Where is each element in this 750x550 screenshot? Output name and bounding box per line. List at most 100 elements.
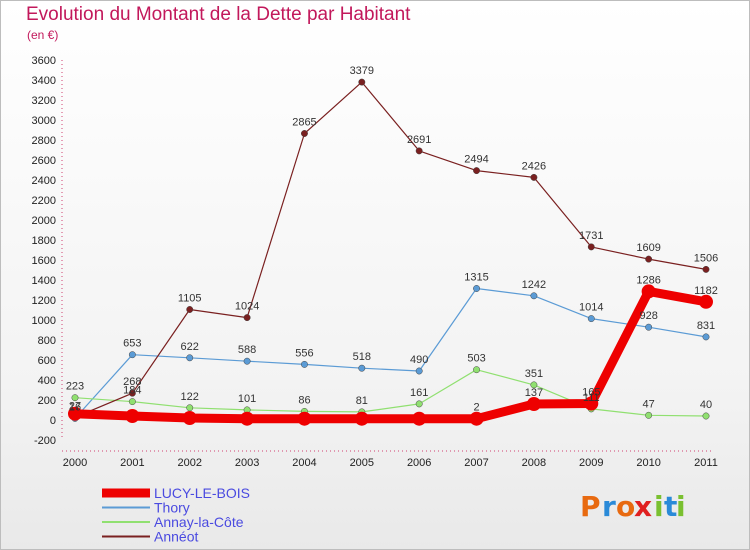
data-point <box>699 294 713 309</box>
y-tick-label: 2400 <box>32 175 56 187</box>
axes: -200 0 200 400 600 800 1000 1200 1400 1600 1800 200… <box>32 55 718 469</box>
y-tick-label: 400 <box>38 375 56 387</box>
data-point <box>587 243 595 251</box>
y-tick-label: 2600 <box>32 155 56 167</box>
y-tick-label: 200 <box>38 395 56 407</box>
logo-letter: P <box>580 490 601 523</box>
x-tick-label: 2001 <box>120 457 144 469</box>
x-tick-label: 2003 <box>235 457 259 469</box>
data-point <box>125 409 140 423</box>
data-label: 490 <box>410 354 428 366</box>
data-label: 556 <box>295 347 313 359</box>
data-label: 928 <box>639 310 657 322</box>
data-point <box>186 306 194 313</box>
data-point <box>128 351 136 359</box>
data-point <box>645 411 653 419</box>
data-point <box>354 411 369 426</box>
data-label: 1014 <box>579 302 603 314</box>
series-line <box>74 81 707 418</box>
data-label: 1105 <box>178 293 202 305</box>
y-tick-label: 800 <box>38 335 56 347</box>
data-label: 47 <box>643 398 655 410</box>
x-tick-label: 2010 <box>636 457 660 469</box>
data-label: 2426 <box>522 160 546 172</box>
data-point <box>645 323 653 331</box>
y-tick-label: 3000 <box>32 115 56 127</box>
y-tick-label: 1200 <box>32 295 56 307</box>
y-tick-label: 1600 <box>32 255 56 267</box>
x-tick-label: 2000 <box>63 457 87 469</box>
data-point <box>584 396 599 411</box>
logo-letter: o <box>616 490 635 523</box>
data-point <box>469 411 484 426</box>
y-tick-label: 2200 <box>32 195 56 207</box>
logo-letter: r <box>602 490 616 523</box>
logo-letter: t <box>664 490 677 523</box>
data-label: 223 <box>66 381 84 393</box>
data-point <box>702 412 710 420</box>
data-label: 101 <box>238 393 256 405</box>
data-point <box>641 284 656 299</box>
data-point <box>297 411 312 426</box>
data-point <box>240 411 255 426</box>
legend-label: Annéot <box>154 529 198 545</box>
data-point <box>473 167 480 175</box>
data-point <box>530 173 538 181</box>
data-label: 622 <box>181 341 199 353</box>
data-point <box>473 366 480 374</box>
data-label: 1731 <box>579 230 603 242</box>
data-label: 184 <box>123 385 141 397</box>
logo-letter: i <box>676 490 686 523</box>
data-labels: 2 137 165 1286 1182 16 653 622 588 556 518 490 1315 1… <box>66 65 718 414</box>
y-tick-label: 600 <box>38 355 56 367</box>
data-label: 111 <box>583 392 600 404</box>
y-tick-label: 3400 <box>32 75 56 87</box>
legend-label: Annay-la-Côte <box>154 514 244 530</box>
series-lines <box>68 78 713 426</box>
logo-letter: x <box>634 490 652 523</box>
data-label: 81 <box>356 395 368 407</box>
data-label: 518 <box>353 351 371 363</box>
data-point <box>128 389 136 397</box>
data-point <box>415 400 423 408</box>
data-point <box>412 411 427 426</box>
x-tick-label: 2007 <box>464 457 488 469</box>
y-tick-label: 1800 <box>32 235 56 247</box>
data-label: 2 <box>473 402 479 414</box>
data-point <box>473 285 480 292</box>
series-line <box>74 369 707 417</box>
data-point <box>702 333 710 341</box>
data-label: 137 <box>525 387 543 399</box>
data-label: 27 <box>69 400 81 412</box>
data-label: 16 <box>69 401 81 413</box>
data-point <box>243 357 251 365</box>
data-label: 2865 <box>292 117 316 129</box>
chart-title: Evolution du Montant de la Dette par Hab… <box>26 4 411 25</box>
data-label: 86 <box>298 394 310 406</box>
data-point <box>128 398 136 406</box>
data-label: 1286 <box>636 274 660 286</box>
x-tick-label: 2002 <box>177 457 201 469</box>
x-tick-label: 2011 <box>694 457 718 469</box>
y-tick-label: 2000 <box>32 215 56 227</box>
x-tick-label: 2004 <box>292 457 316 469</box>
data-label: 1024 <box>235 301 259 313</box>
data-label: 1182 <box>694 285 718 297</box>
y-tick-label: 1400 <box>32 275 56 287</box>
data-label: 1315 <box>464 272 488 284</box>
data-point <box>702 265 710 273</box>
y-tick-label: 0 <box>50 415 56 427</box>
data-point <box>358 364 366 372</box>
data-point <box>530 292 538 300</box>
data-label: 351 <box>525 368 543 380</box>
legend-label: Thory <box>154 500 190 516</box>
data-label: 653 <box>123 338 141 350</box>
legend-label: LUCY-LE-BOIS <box>154 485 250 501</box>
data-label: 1609 <box>636 242 660 254</box>
x-tick-label: 2006 <box>407 457 431 469</box>
data-point <box>415 147 423 155</box>
data-label: 165 <box>582 387 600 399</box>
data-point <box>301 130 308 137</box>
